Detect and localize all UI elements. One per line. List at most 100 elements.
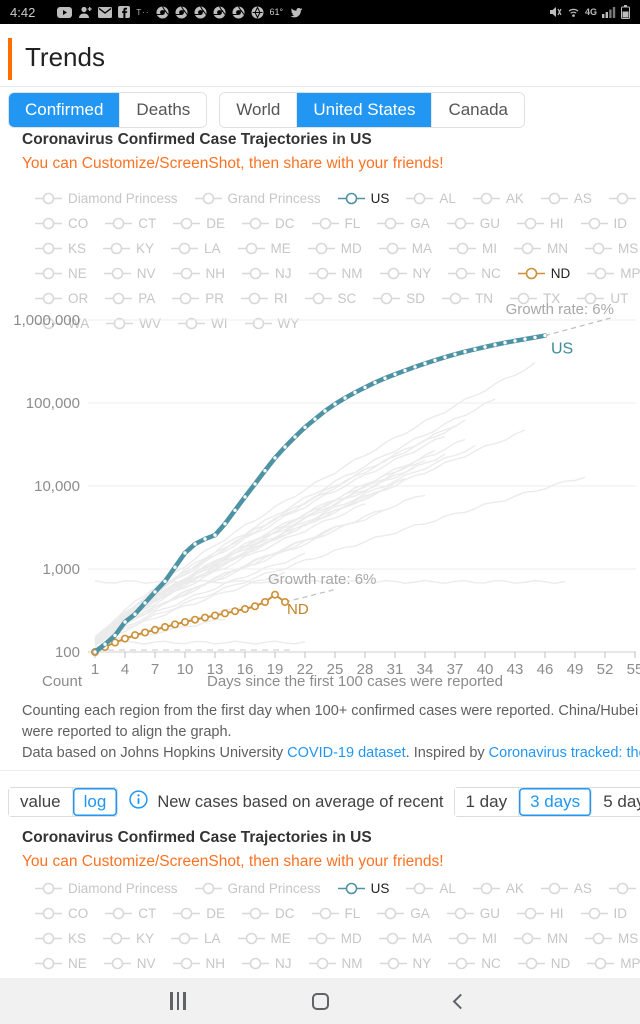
legend-item-ri[interactable]: RI bbox=[241, 291, 288, 306]
recents-icon[interactable] bbox=[156, 983, 200, 1019]
legend-item-fl[interactable]: FL bbox=[311, 216, 360, 231]
scale-option-log[interactable]: log bbox=[72, 788, 118, 816]
legend-item-dc[interactable]: DC bbox=[242, 906, 295, 921]
legend-item-ms[interactable]: MS bbox=[585, 931, 638, 946]
legend-item-al[interactable]: AL bbox=[406, 881, 456, 896]
legend-item-de[interactable]: DE bbox=[173, 216, 225, 231]
legend-item-mi[interactable]: MI bbox=[449, 241, 497, 256]
legend-item-ny[interactable]: NY bbox=[379, 956, 431, 971]
legend-item-co[interactable]: CO bbox=[35, 906, 88, 921]
legend-item-md[interactable]: MD bbox=[307, 931, 362, 946]
legend-item-az[interactable]: AZ bbox=[608, 881, 640, 896]
legend-item-ma[interactable]: MA bbox=[378, 241, 432, 256]
legend-item-ct[interactable]: CT bbox=[105, 906, 156, 921]
legend-item-nm[interactable]: NM bbox=[308, 956, 363, 971]
legend-item-ak[interactable]: AK bbox=[472, 191, 524, 206]
legend-item-ut[interactable]: UT bbox=[577, 291, 628, 306]
tab-world[interactable]: World bbox=[220, 93, 298, 127]
legend-item-me[interactable]: ME bbox=[237, 931, 291, 946]
legend-item-mn[interactable]: MN bbox=[514, 931, 568, 946]
legend-item-md[interactable]: MD bbox=[307, 241, 362, 256]
legend-item-pr[interactable]: PR bbox=[172, 291, 224, 306]
legend-item-ky[interactable]: KY bbox=[103, 241, 154, 256]
legend-item-nj[interactable]: NJ bbox=[242, 266, 292, 281]
legend-item-tn[interactable]: TN bbox=[442, 291, 493, 306]
legend-item-nc[interactable]: NC bbox=[448, 956, 501, 971]
legend-item-dc[interactable]: DC bbox=[242, 216, 295, 231]
legend-item-nh[interactable]: NH bbox=[172, 266, 225, 281]
legend-item-ak[interactable]: AK bbox=[472, 881, 524, 896]
legend-item-de[interactable]: DE bbox=[173, 906, 225, 921]
footnote-link[interactable]: Coronavirus tracked: the latest figures … bbox=[488, 745, 640, 761]
legend-item-wy[interactable]: WY bbox=[244, 316, 299, 331]
window-option-5-days[interactable]: 5 days bbox=[592, 788, 640, 816]
legend-item-nd[interactable]: ND bbox=[517, 956, 570, 971]
legend-item-ct[interactable]: CT bbox=[105, 216, 156, 231]
legend-item-la[interactable]: LA bbox=[171, 241, 221, 256]
legend-item-or[interactable]: OR bbox=[35, 291, 88, 306]
legend-item-ms[interactable]: MS bbox=[585, 241, 638, 256]
legend-item-gu[interactable]: GU bbox=[446, 216, 500, 231]
legend-item-grand-princess[interactable]: Grand Princess bbox=[194, 191, 321, 206]
legend-item-nj[interactable]: NJ bbox=[242, 956, 292, 971]
legend-item-az[interactable]: AZ bbox=[608, 191, 640, 206]
tab-united-states[interactable]: United States bbox=[297, 93, 433, 127]
legend-item-hi[interactable]: HI bbox=[517, 906, 564, 921]
back-icon[interactable] bbox=[438, 983, 482, 1019]
legend-item-ga[interactable]: GA bbox=[377, 906, 430, 921]
legend-item-ne[interactable]: NE bbox=[35, 266, 87, 281]
legend-item-wa[interactable]: WA bbox=[35, 316, 89, 331]
legend-item-us[interactable]: US bbox=[337, 881, 389, 896]
legend-item-us[interactable]: US bbox=[337, 191, 389, 206]
footnote-link[interactable]: COVID-19 dataset bbox=[287, 745, 406, 761]
window-option-3-days[interactable]: 3 days bbox=[519, 788, 593, 816]
home-icon[interactable] bbox=[298, 983, 342, 1019]
legend-item-nd[interactable]: ND bbox=[517, 266, 570, 281]
tab-confirmed[interactable]: Confirmed bbox=[9, 93, 121, 127]
legend-item-wv[interactable]: WV bbox=[106, 316, 161, 331]
legend-item-me[interactable]: ME bbox=[237, 241, 291, 256]
legend-item-la[interactable]: LA bbox=[171, 931, 221, 946]
legend-item-co[interactable]: CO bbox=[35, 216, 88, 231]
legend-item-nc[interactable]: NC bbox=[448, 266, 501, 281]
legend-item-grand-princess[interactable]: Grand Princess bbox=[194, 881, 321, 896]
legend-item-ne[interactable]: NE bbox=[35, 956, 87, 971]
legend-item-nv[interactable]: NV bbox=[103, 266, 156, 281]
legend-item-nv[interactable]: NV bbox=[103, 956, 156, 971]
legend-item-gu[interactable]: GU bbox=[446, 906, 500, 921]
info-icon[interactable] bbox=[129, 790, 148, 814]
legend-item-mi[interactable]: MI bbox=[449, 931, 497, 946]
legend-item-ky[interactable]: KY bbox=[103, 931, 154, 946]
legend-item-ks[interactable]: KS bbox=[35, 241, 86, 256]
legend-item-mp[interactable]: MP bbox=[587, 956, 640, 971]
legend-item-nm[interactable]: NM bbox=[308, 266, 363, 281]
tab-deaths[interactable]: Deaths bbox=[120, 93, 207, 127]
legend-item-ga[interactable]: GA bbox=[377, 216, 430, 231]
x-tick-label: 28 bbox=[357, 661, 374, 678]
legend-item-diamond-princess[interactable]: Diamond Princess bbox=[35, 881, 178, 896]
legend-label: MD bbox=[340, 241, 362, 256]
legend-item-as[interactable]: AS bbox=[540, 881, 592, 896]
legend-item-hi[interactable]: HI bbox=[517, 216, 564, 231]
legend-item-pa[interactable]: PA bbox=[105, 291, 155, 306]
legend-item-wi[interactable]: WI bbox=[178, 316, 228, 331]
legend-item-diamond-princess[interactable]: Diamond Princess bbox=[35, 191, 178, 206]
legend-item-sc[interactable]: SC bbox=[304, 291, 356, 306]
legend-item-ks[interactable]: KS bbox=[35, 931, 86, 946]
legend-item-as[interactable]: AS bbox=[540, 191, 592, 206]
legend-item-fl[interactable]: FL bbox=[311, 906, 360, 921]
legend-item-id[interactable]: ID bbox=[580, 216, 627, 231]
window-option-1-day[interactable]: 1 day bbox=[454, 788, 520, 816]
legend-item-ny[interactable]: NY bbox=[379, 266, 431, 281]
legend-item-nh[interactable]: NH bbox=[172, 956, 225, 971]
legend-item-al[interactable]: AL bbox=[406, 191, 456, 206]
legend-item-sd[interactable]: SD bbox=[373, 291, 425, 306]
legend-item-mp[interactable]: MP bbox=[587, 266, 640, 281]
legend-item-mn[interactable]: MN bbox=[514, 241, 568, 256]
scale-option-value[interactable]: value bbox=[9, 788, 73, 816]
legend-item-tx[interactable]: TX bbox=[510, 291, 560, 306]
tab-canada[interactable]: Canada bbox=[432, 93, 525, 127]
legend-item-id[interactable]: ID bbox=[580, 906, 627, 921]
legend-item-ma[interactable]: MA bbox=[378, 931, 432, 946]
nd-growth-projection bbox=[284, 588, 338, 603]
